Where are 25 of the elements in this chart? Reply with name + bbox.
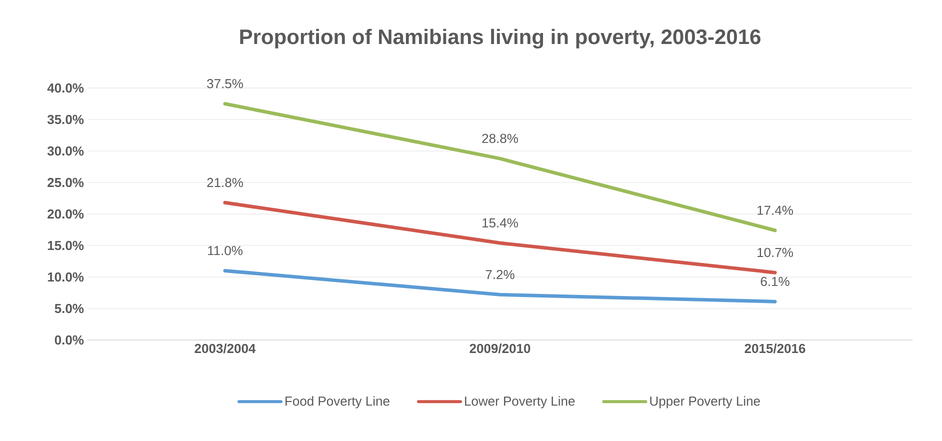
y-tick-label: 20.0%	[48, 209, 84, 219]
y-tick-label: 35.0%	[47, 114, 84, 124]
y-tick-label: 25.0%	[48, 178, 84, 188]
y-tick-label: 15.0%	[48, 240, 84, 250]
data-label: 15.4%	[482, 218, 518, 228]
y-tick-label: 30.0%	[47, 146, 84, 156]
data-label: 28.8%	[482, 134, 518, 144]
x-tick-label: 2015/2016	[744, 344, 806, 354]
y-tick-label: 0.0%	[54, 335, 84, 345]
data-label: 6.1%	[760, 276, 790, 286]
y-tick-label: 40.0%	[47, 83, 84, 93]
data-label: 7.2%	[486, 270, 514, 280]
y-tick-label: 5.0%	[54, 304, 84, 314]
data-label: 10.7%	[758, 248, 793, 258]
data-label: 17.4%	[758, 206, 793, 215]
legend-label: Lower Poverty Line	[465, 396, 575, 408]
data-label: 37.5%	[207, 79, 243, 88]
y-tick-label: 10.0%	[48, 272, 84, 282]
x-tick-label: 2003/2004	[194, 344, 256, 354]
chart-title: Proportion of Namibians living in poverty, 2003-2016	[240, 28, 760, 49]
data-label: 21.8%	[207, 178, 243, 188]
x-tick-label: 2009/2010	[470, 344, 530, 354]
data-label: 11.0%	[208, 246, 242, 256]
legend-label: Food Poverty Line	[286, 396, 390, 408]
legend-label: Upper Poverty Line	[650, 396, 760, 408]
